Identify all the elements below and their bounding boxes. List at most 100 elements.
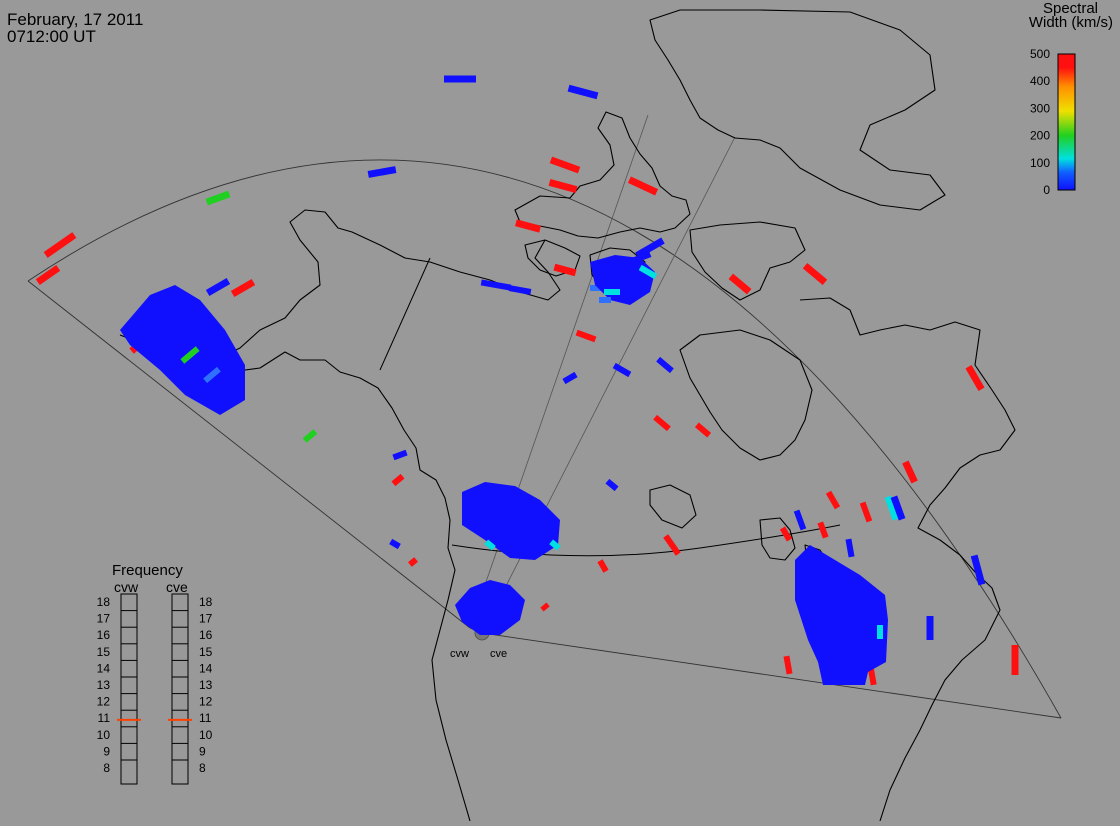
echo-cell: [783, 655, 793, 675]
frequency-tick-label: 15: [199, 645, 213, 659]
colorbar-swatch: [1057, 53, 1076, 191]
echo-cell: [802, 262, 828, 286]
echo-cluster: [120, 285, 245, 415]
frequency-tick-label: 8: [103, 761, 110, 775]
colorbar-tick-label: 500: [1030, 47, 1050, 61]
echo-cell: [612, 362, 632, 378]
echo-cell: [35, 264, 61, 286]
echo-cell: [604, 289, 620, 295]
echo-cell: [515, 219, 541, 233]
echo-cell: [605, 478, 619, 492]
echo-cell: [562, 371, 578, 385]
echo-cell: [728, 273, 752, 295]
echo-cell: [575, 329, 597, 343]
echo-cell: [884, 495, 900, 521]
frequency-tick-label: 13: [199, 678, 213, 692]
echo-cell: [205, 190, 231, 206]
echo-cell: [389, 538, 401, 550]
colorbar-tick-label: 0: [1043, 183, 1050, 197]
echo-cell: [391, 473, 405, 487]
echo-cell: [779, 526, 793, 542]
frequency-label-cvw: cvw: [114, 579, 139, 595]
echo-cell: [180, 346, 200, 364]
frequency-tick-label: 14: [97, 661, 111, 675]
echo-cell: [638, 264, 658, 280]
colorbar-title-line1: Spectral: [1043, 0, 1098, 17]
frequency-tick-label: 18: [199, 595, 213, 609]
echo-cell: [549, 539, 561, 551]
echo-cell: [877, 625, 883, 639]
echo-cell: [43, 232, 77, 258]
echo-cell: [663, 534, 681, 556]
echo-cell: [926, 616, 934, 640]
colorbar-tick-label: 100: [1030, 156, 1050, 170]
frequency-columns: 18 17 16 15 14 13 12 11 10 9 8 18 17 16 15 14 13 12 11 10 9 8: [97, 593, 213, 785]
echo-cell: [540, 602, 550, 612]
frequency-tick-label: 18: [97, 595, 111, 609]
echo-cell: [205, 277, 231, 297]
echo-cell: [859, 501, 873, 523]
frequency-column: [171, 593, 189, 785]
echo-cell: [480, 279, 512, 291]
echo-cell: [965, 364, 985, 392]
echo-cell: [694, 422, 712, 438]
frequency-tick-label: 15: [97, 645, 111, 659]
frequency-column: [120, 593, 138, 785]
echo-cell: [444, 75, 476, 83]
frequency-label-cve: cve: [166, 579, 188, 595]
echo-cell: [302, 429, 318, 443]
date-label: February, 17 2011: [7, 10, 143, 29]
echo-cell: [597, 559, 609, 573]
frequency-tick-label: 14: [199, 661, 213, 675]
frequency-tick-label: 9: [199, 744, 206, 758]
frequency-tick-label: 12: [97, 695, 111, 709]
colorbar-title-line2: Width (km/s): [1029, 14, 1113, 31]
time-label: 0712:00 UT: [7, 27, 96, 46]
frequency-tick-label: 10: [199, 728, 213, 742]
echo-cell: [817, 521, 829, 539]
backscatter-echoes: [35, 75, 1019, 686]
echo-cell: [548, 178, 578, 194]
echo-cell: [553, 263, 577, 277]
echo-cell: [230, 278, 256, 298]
frequency-tick-label: 12: [199, 695, 213, 709]
echo-cell: [408, 557, 418, 567]
colorbar-tick-label: 200: [1030, 129, 1050, 143]
frequency-tick-label: 8: [199, 761, 206, 775]
frequency-tick-label: 9: [103, 744, 110, 758]
colorbar-tick-label: 400: [1030, 74, 1050, 88]
colorbar-ticks: 500 400 300 200 100 0: [1030, 47, 1050, 197]
radar-label-cve: cve: [490, 648, 507, 660]
colorbar-tick-label: 300: [1030, 101, 1050, 115]
echo-cell: [825, 490, 841, 510]
frequency-tick-label: 11: [98, 711, 111, 725]
echo-cell: [599, 297, 611, 303]
echo-cell: [1011, 645, 1019, 675]
frequency-tick-label: 17: [199, 612, 213, 626]
echo-cell: [567, 84, 599, 100]
echo-cell: [627, 176, 659, 196]
echo-cell: [890, 495, 906, 521]
echo-cell: [902, 460, 918, 484]
frequency-panel: Frequency cvw cve 1817161514131211109818…: [97, 562, 213, 785]
radar-label-cvw: cvw: [450, 648, 469, 660]
frequency-tick-label: 13: [97, 678, 111, 692]
frequency-tick-label: 17: [97, 612, 111, 626]
echo-cell: [653, 414, 671, 432]
coastlines: [119, 9, 1016, 822]
frequency-tick-label: 16: [97, 628, 111, 642]
frequency-tick-label: 10: [97, 728, 111, 742]
echo-cell: [549, 156, 581, 174]
echo-cell: [635, 237, 665, 259]
echo-cell: [203, 366, 221, 384]
echo-cell: [970, 554, 986, 586]
echo-cluster: [795, 545, 888, 685]
echo-cluster: [462, 482, 560, 560]
echo-cell: [793, 509, 807, 531]
echo-cell: [484, 539, 496, 551]
echo-cell: [656, 356, 674, 374]
spectral-width-colorbar: Spectral Width (km/s) 500 400 300 200 100 0: [1029, 0, 1113, 197]
frequency-tick-label: 16: [199, 628, 213, 642]
